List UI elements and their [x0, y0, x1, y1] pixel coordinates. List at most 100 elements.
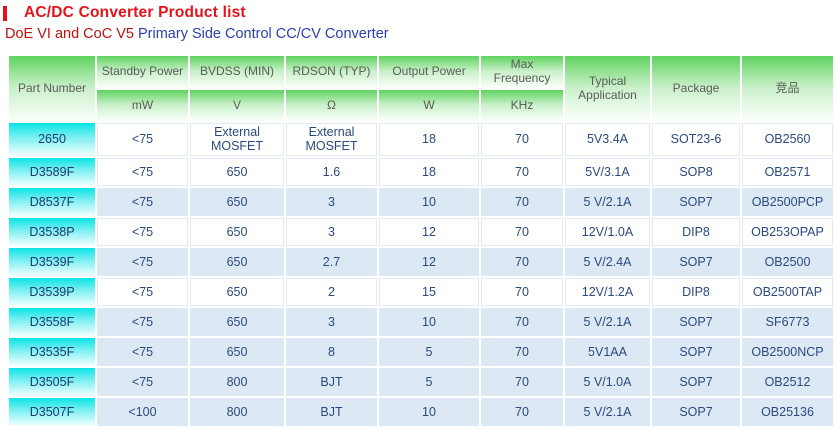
product-table: Part Number Standby Power BVDSS (MIN) RD…: [7, 54, 835, 428]
cell-standby: <75: [97, 217, 188, 246]
cell-standby: <75: [97, 157, 188, 186]
table-row: D8537F <75 650 3 10 70 5 V/2.1A SOP7 OB2…: [9, 187, 833, 216]
cell-frequency: 70: [481, 277, 563, 306]
cell-output: 10: [379, 397, 479, 426]
cell-standby: <75: [97, 277, 188, 306]
cell-part-number: D3539P: [9, 277, 95, 306]
cell-frequency: 70: [481, 217, 563, 246]
cell-output: 12: [379, 217, 479, 246]
cell-output: 5: [379, 337, 479, 366]
subtitle-standard-names: DoE VI and CoC V5: [5, 26, 134, 42]
cell-standby: <75: [97, 123, 188, 156]
cell-competitor: OB2500: [742, 247, 833, 276]
table-row: D3539P <75 650 2 15 70 12V/1.2A DIP8 OB2…: [9, 277, 833, 306]
table-row: D3538P <75 650 3 12 70 12V/1.0A DIP8 OB2…: [9, 217, 833, 246]
cell-package: DIP8: [652, 217, 740, 246]
cell-frequency: 70: [481, 337, 563, 366]
cell-package: SOP7: [652, 307, 740, 336]
cell-frequency: 70: [481, 187, 563, 216]
table-body: 2650 <75 External MOSFET External MOSFET…: [9, 123, 833, 426]
col-header-output-power: Output Power: [379, 56, 479, 88]
cell-output: 10: [379, 187, 479, 216]
cell-package: SOP7: [652, 397, 740, 426]
cell-frequency: 70: [481, 123, 563, 156]
cell-bvdss: 650: [190, 217, 284, 246]
col-header-rdson: RDSON (TYP): [286, 56, 377, 88]
col-header-max-frequency: Max Frequency: [481, 56, 563, 88]
cell-part-number: D3558F: [9, 307, 95, 336]
cell-application: 5V3.4A: [565, 123, 650, 156]
cell-package: SOP7: [652, 337, 740, 366]
cell-competitor: OB2500NCP: [742, 337, 833, 366]
cell-rdson: 8: [286, 337, 377, 366]
cell-rdson: 3: [286, 307, 377, 336]
cell-package: SOP7: [652, 247, 740, 276]
cell-bvdss: 650: [190, 277, 284, 306]
cell-output: 10: [379, 307, 479, 336]
unit-rdson: Ω: [286, 90, 377, 121]
cell-application: 5V1AA: [565, 337, 650, 366]
cell-part-number: D3505F: [9, 367, 95, 396]
cell-application: 5 V/2.1A: [565, 397, 650, 426]
cell-standby: <75: [97, 307, 188, 336]
table-row: D3589F <75 650 1.6 18 70 5V/3.1A SOP8 OB…: [9, 157, 833, 186]
cell-frequency: 70: [481, 397, 563, 426]
cell-rdson: BJT: [286, 367, 377, 396]
cell-application: 5 V/2.1A: [565, 187, 650, 216]
cell-frequency: 70: [481, 247, 563, 276]
cell-rdson: External MOSFET: [286, 123, 377, 156]
cell-package: SOP8: [652, 157, 740, 186]
cell-bvdss: 800: [190, 367, 284, 396]
cell-competitor: OB2560: [742, 123, 833, 156]
page-title-row: AC/DC Converter Product list: [3, 4, 246, 22]
cell-output: 5: [379, 367, 479, 396]
col-header-package: Package: [652, 56, 740, 121]
table-row: 2650 <75 External MOSFET External MOSFET…: [9, 123, 833, 156]
table-row: D3507F <100 800 BJT 10 70 5 V/2.1A SOP7 …: [9, 397, 833, 426]
cell-competitor: OB2500PCP: [742, 187, 833, 216]
cell-application: 5 V/2.1A: [565, 307, 650, 336]
cell-application: 5 V/2.4A: [565, 247, 650, 276]
col-header-part-number: Part Number: [9, 56, 95, 121]
cell-package: DIP8: [652, 277, 740, 306]
cell-part-number: 2650: [9, 123, 95, 156]
cell-frequency: 70: [481, 157, 563, 186]
cell-frequency: 70: [481, 307, 563, 336]
cell-rdson: 2.7: [286, 247, 377, 276]
cell-output: 18: [379, 123, 479, 156]
cell-package: SOP7: [652, 367, 740, 396]
cell-rdson: 3: [286, 217, 377, 246]
title-accent-bar: [3, 5, 7, 21]
unit-max-frequency: KHz: [481, 90, 563, 121]
cell-rdson: BJT: [286, 397, 377, 426]
cell-standby: <75: [97, 337, 188, 366]
cell-package: SOT23-6: [652, 123, 740, 156]
cell-output: 15: [379, 277, 479, 306]
header-label-row: Part Number Standby Power BVDSS (MIN) RD…: [9, 56, 833, 121]
unit-standby-power: mW: [97, 90, 188, 121]
cell-competitor: OB2571: [742, 157, 833, 186]
cell-bvdss: 650: [190, 247, 284, 276]
cell-bvdss: 650: [190, 337, 284, 366]
col-header-standby-power: Standby Power: [97, 56, 188, 88]
col-header-competitor: 竞品: [742, 56, 833, 121]
cell-competitor: SF6773: [742, 307, 833, 336]
table-row: D3558F <75 650 3 10 70 5 V/2.1A SOP7 SF6…: [9, 307, 833, 336]
col-header-typical-application: Typical Application: [565, 56, 650, 121]
cell-part-number: D3539F: [9, 247, 95, 276]
cell-rdson: 2: [286, 277, 377, 306]
cell-bvdss: 650: [190, 157, 284, 186]
cell-package: SOP7: [652, 187, 740, 216]
cell-output: 18: [379, 157, 479, 186]
unit-bvdss: V: [190, 90, 284, 121]
cell-standby: <75: [97, 187, 188, 216]
cell-rdson: 1.6: [286, 157, 377, 186]
table-row: D3505F <75 800 BJT 5 70 5 V/1.0A SOP7 OB…: [9, 367, 833, 396]
cell-bvdss: 650: [190, 187, 284, 216]
cell-part-number: D3538P: [9, 217, 95, 246]
cell-competitor: OB2500TAP: [742, 277, 833, 306]
page-subtitle: DoE VI and CoC V5 Primary Side Control C…: [5, 26, 389, 42]
cell-application: 12V/1.2A: [565, 277, 650, 306]
table-row: D3539F <75 650 2.7 12 70 5 V/2.4A SOP7 O…: [9, 247, 833, 276]
